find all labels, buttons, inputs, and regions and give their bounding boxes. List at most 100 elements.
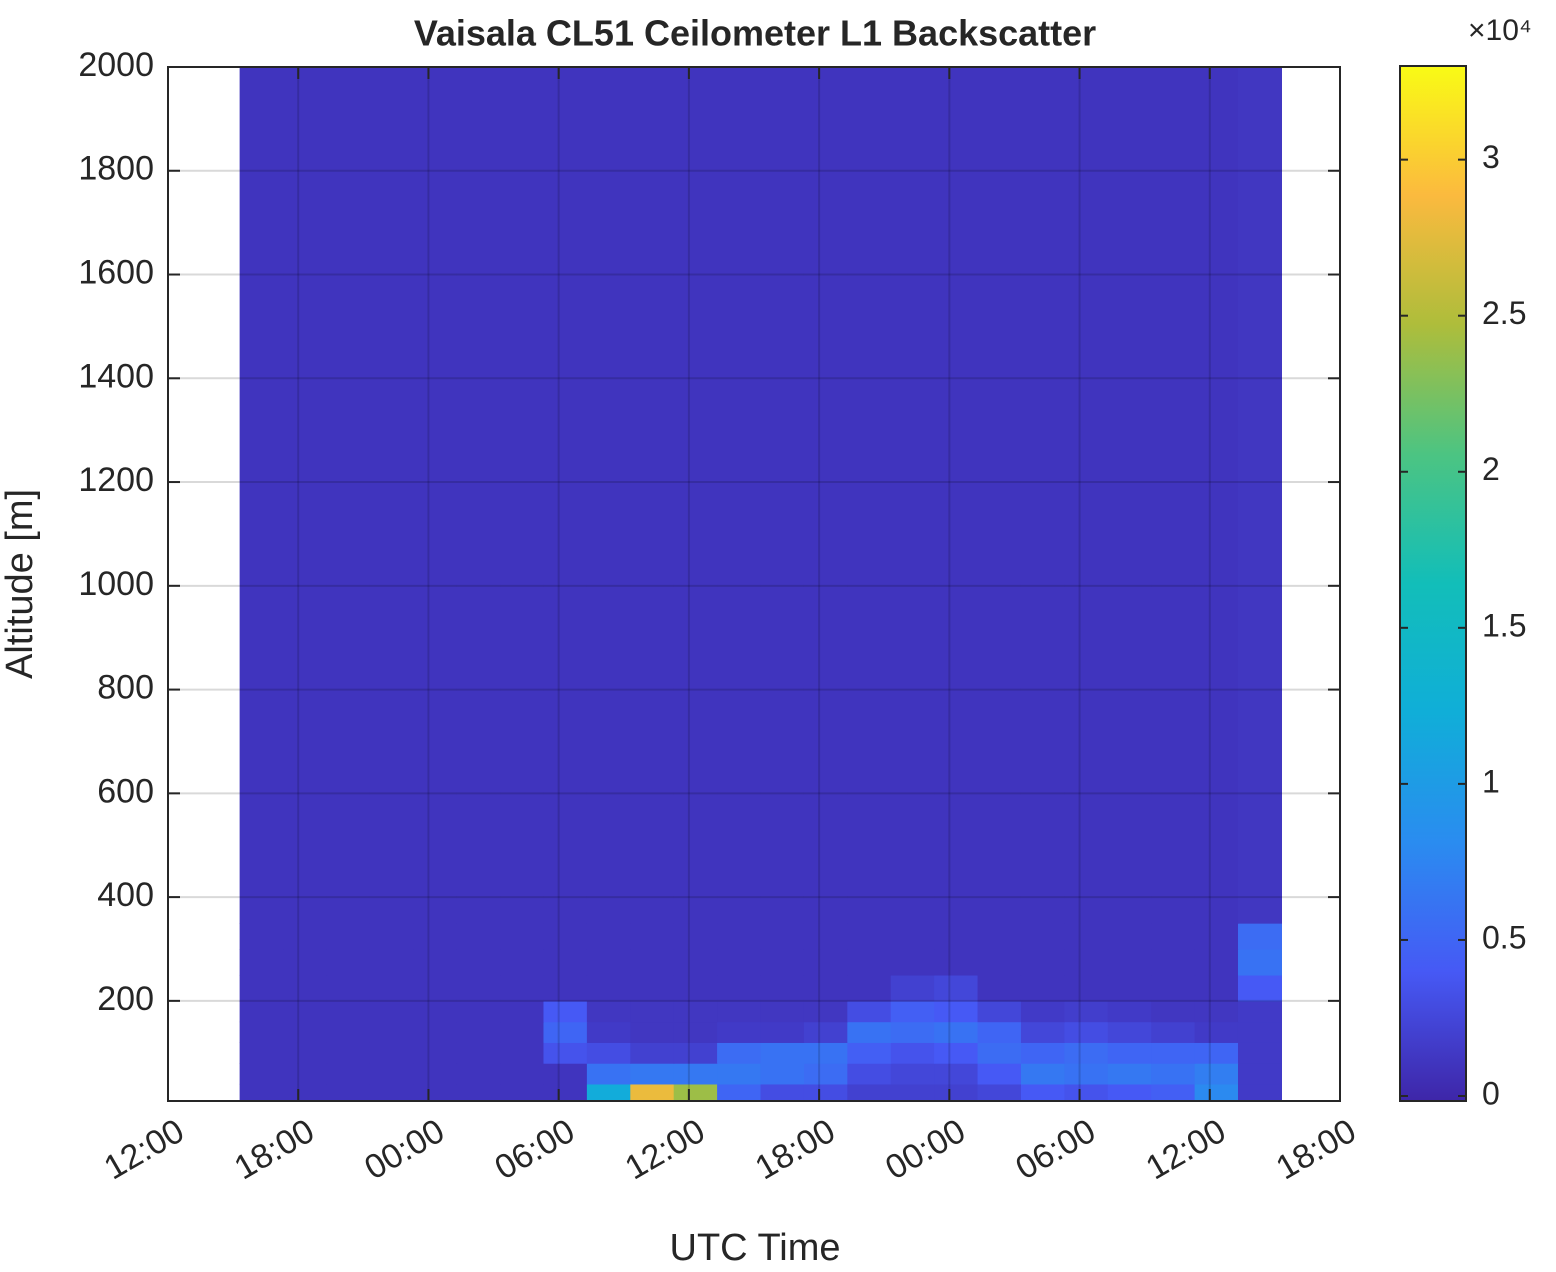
- heatmap-cell: [1237, 1021, 1282, 1043]
- x-axis-label: UTC Time: [670, 1227, 841, 1269]
- heatmap-cell: [239, 948, 284, 976]
- heatmap-cell: [1064, 1063, 1109, 1085]
- x-tick-label: 12:00: [98, 1112, 191, 1187]
- heatmap-cell: [1107, 1021, 1152, 1043]
- heatmap-cell: [500, 974, 545, 1002]
- heatmap-cell: [630, 67, 675, 924]
- heatmap-cell: [1194, 974, 1239, 1002]
- heatmap-cell: [803, 67, 848, 924]
- heatmap-cell: [586, 1083, 631, 1102]
- heatmap-cell: [977, 67, 1022, 924]
- heatmap-cell: [934, 948, 979, 976]
- heatmap-cell: [500, 1021, 545, 1043]
- heatmap-cell: [977, 1000, 1022, 1023]
- x-tick-label: 12:00: [1140, 1112, 1233, 1187]
- y-tick-label: 1200: [78, 461, 154, 499]
- heatmap-cell: [847, 974, 892, 1002]
- y-axis-label: Altitude [m]: [0, 489, 41, 679]
- heatmap-cell: [1237, 1042, 1282, 1064]
- y-tick-label: 1600: [78, 254, 154, 292]
- heatmap-cell: [326, 1042, 371, 1064]
- x-tick-label: 18:00: [749, 1112, 842, 1187]
- heatmap-cell: [369, 948, 414, 976]
- heatmap-cell: [1151, 974, 1196, 1002]
- heatmap-cell: [283, 1000, 328, 1023]
- heatmap-cell: [847, 1042, 892, 1064]
- heatmap-cell: [934, 1083, 979, 1102]
- y-tick-label: 1400: [78, 357, 154, 395]
- heatmap-cell: [1107, 1063, 1152, 1085]
- y-tick-label: 1000: [78, 565, 154, 603]
- heatmap-cell: [1194, 67, 1239, 924]
- colorbar-tick-label: 3: [1482, 139, 1500, 175]
- heatmap-cell: [934, 1063, 979, 1085]
- heatmap-cell: [847, 1000, 892, 1023]
- heatmap-cell: [369, 923, 414, 950]
- heatmap-cell: [543, 1063, 588, 1085]
- heatmap-cell: [1020, 1021, 1065, 1043]
- heatmap-cell: [456, 1000, 501, 1023]
- x-tick-label: 06:00: [1009, 1112, 1102, 1187]
- heatmap-cell: [1194, 1083, 1239, 1102]
- heatmap-cell: [1107, 1083, 1152, 1102]
- heatmap-cell: [1107, 923, 1152, 950]
- heatmap-cell: [500, 1000, 545, 1023]
- heatmap-cell: [586, 1000, 631, 1023]
- heatmap-cell: [413, 1021, 458, 1043]
- heatmap-cell: [890, 974, 935, 1002]
- heatmap-cell: [847, 67, 892, 924]
- heatmap-cell: [283, 1042, 328, 1064]
- heatmap-cell: [803, 1021, 848, 1043]
- heatmap-cell: [977, 948, 1022, 976]
- x-tick-label: 00:00: [879, 1112, 972, 1187]
- heatmap-cell: [1151, 1063, 1196, 1085]
- heatmap-cell: [760, 1063, 805, 1085]
- heatmap-cell: [717, 974, 762, 1002]
- heatmap-cell: [1107, 948, 1152, 976]
- heatmap-cell: [1237, 974, 1282, 1002]
- chart-title: Vaisala CL51 Ceilometer L1 Backscatter: [414, 13, 1096, 54]
- heatmap-cell: [413, 1063, 458, 1085]
- heatmap-cell: [543, 1000, 588, 1023]
- heatmap-cell: [1064, 948, 1109, 976]
- heatmap-cell: [456, 1042, 501, 1064]
- colorbar-tick-label: 1: [1482, 763, 1500, 799]
- heatmap-cell: [673, 1000, 718, 1023]
- heatmap-cell: [1107, 974, 1152, 1002]
- heatmap-cell: [630, 1021, 675, 1043]
- heatmap-cell: [760, 948, 805, 976]
- heatmap-cell: [456, 1083, 501, 1102]
- heatmap-cell: [630, 948, 675, 976]
- heatmap-cell: [890, 948, 935, 976]
- colorbar-tick-label: 1.5: [1482, 607, 1526, 643]
- heatmap-cell: [1194, 923, 1239, 950]
- heatmap-cell: [717, 948, 762, 976]
- heatmap-cell: [500, 1063, 545, 1085]
- heatmap-cell: [1151, 1000, 1196, 1023]
- colorbar-tick-label: 0.5: [1482, 919, 1526, 955]
- heatmap-cell: [1064, 67, 1109, 924]
- heatmap-cell: [1194, 1000, 1239, 1023]
- heatmap-cell: [1020, 1083, 1065, 1102]
- heatmap-cell: [413, 1042, 458, 1064]
- heatmap-cell: [456, 923, 501, 950]
- heatmap-cell: [1237, 1083, 1282, 1102]
- x-tick-label: 12:00: [619, 1112, 712, 1187]
- colorbar: [1399, 65, 1467, 1102]
- x-tick-label: 18:00: [1270, 1112, 1363, 1187]
- heatmap-cell: [760, 923, 805, 950]
- heatmap-cell: [1194, 1063, 1239, 1085]
- heatmap-cell: [283, 1063, 328, 1085]
- heatmap-cell: [369, 974, 414, 1002]
- heatmap-cell: [586, 67, 631, 924]
- heatmap-cell: [1020, 1063, 1065, 1085]
- heatmap-cell: [630, 974, 675, 1002]
- heatmap-cell: [803, 1042, 848, 1064]
- heatmap-cell: [673, 1042, 718, 1064]
- heatmap-cell: [1020, 923, 1065, 950]
- heatmap-cell: [673, 1021, 718, 1043]
- heatmap-cell: [369, 67, 414, 924]
- heatmap-cell: [673, 1063, 718, 1085]
- x-tick-label: 00:00: [358, 1112, 451, 1187]
- heatmap-cell: [760, 1021, 805, 1043]
